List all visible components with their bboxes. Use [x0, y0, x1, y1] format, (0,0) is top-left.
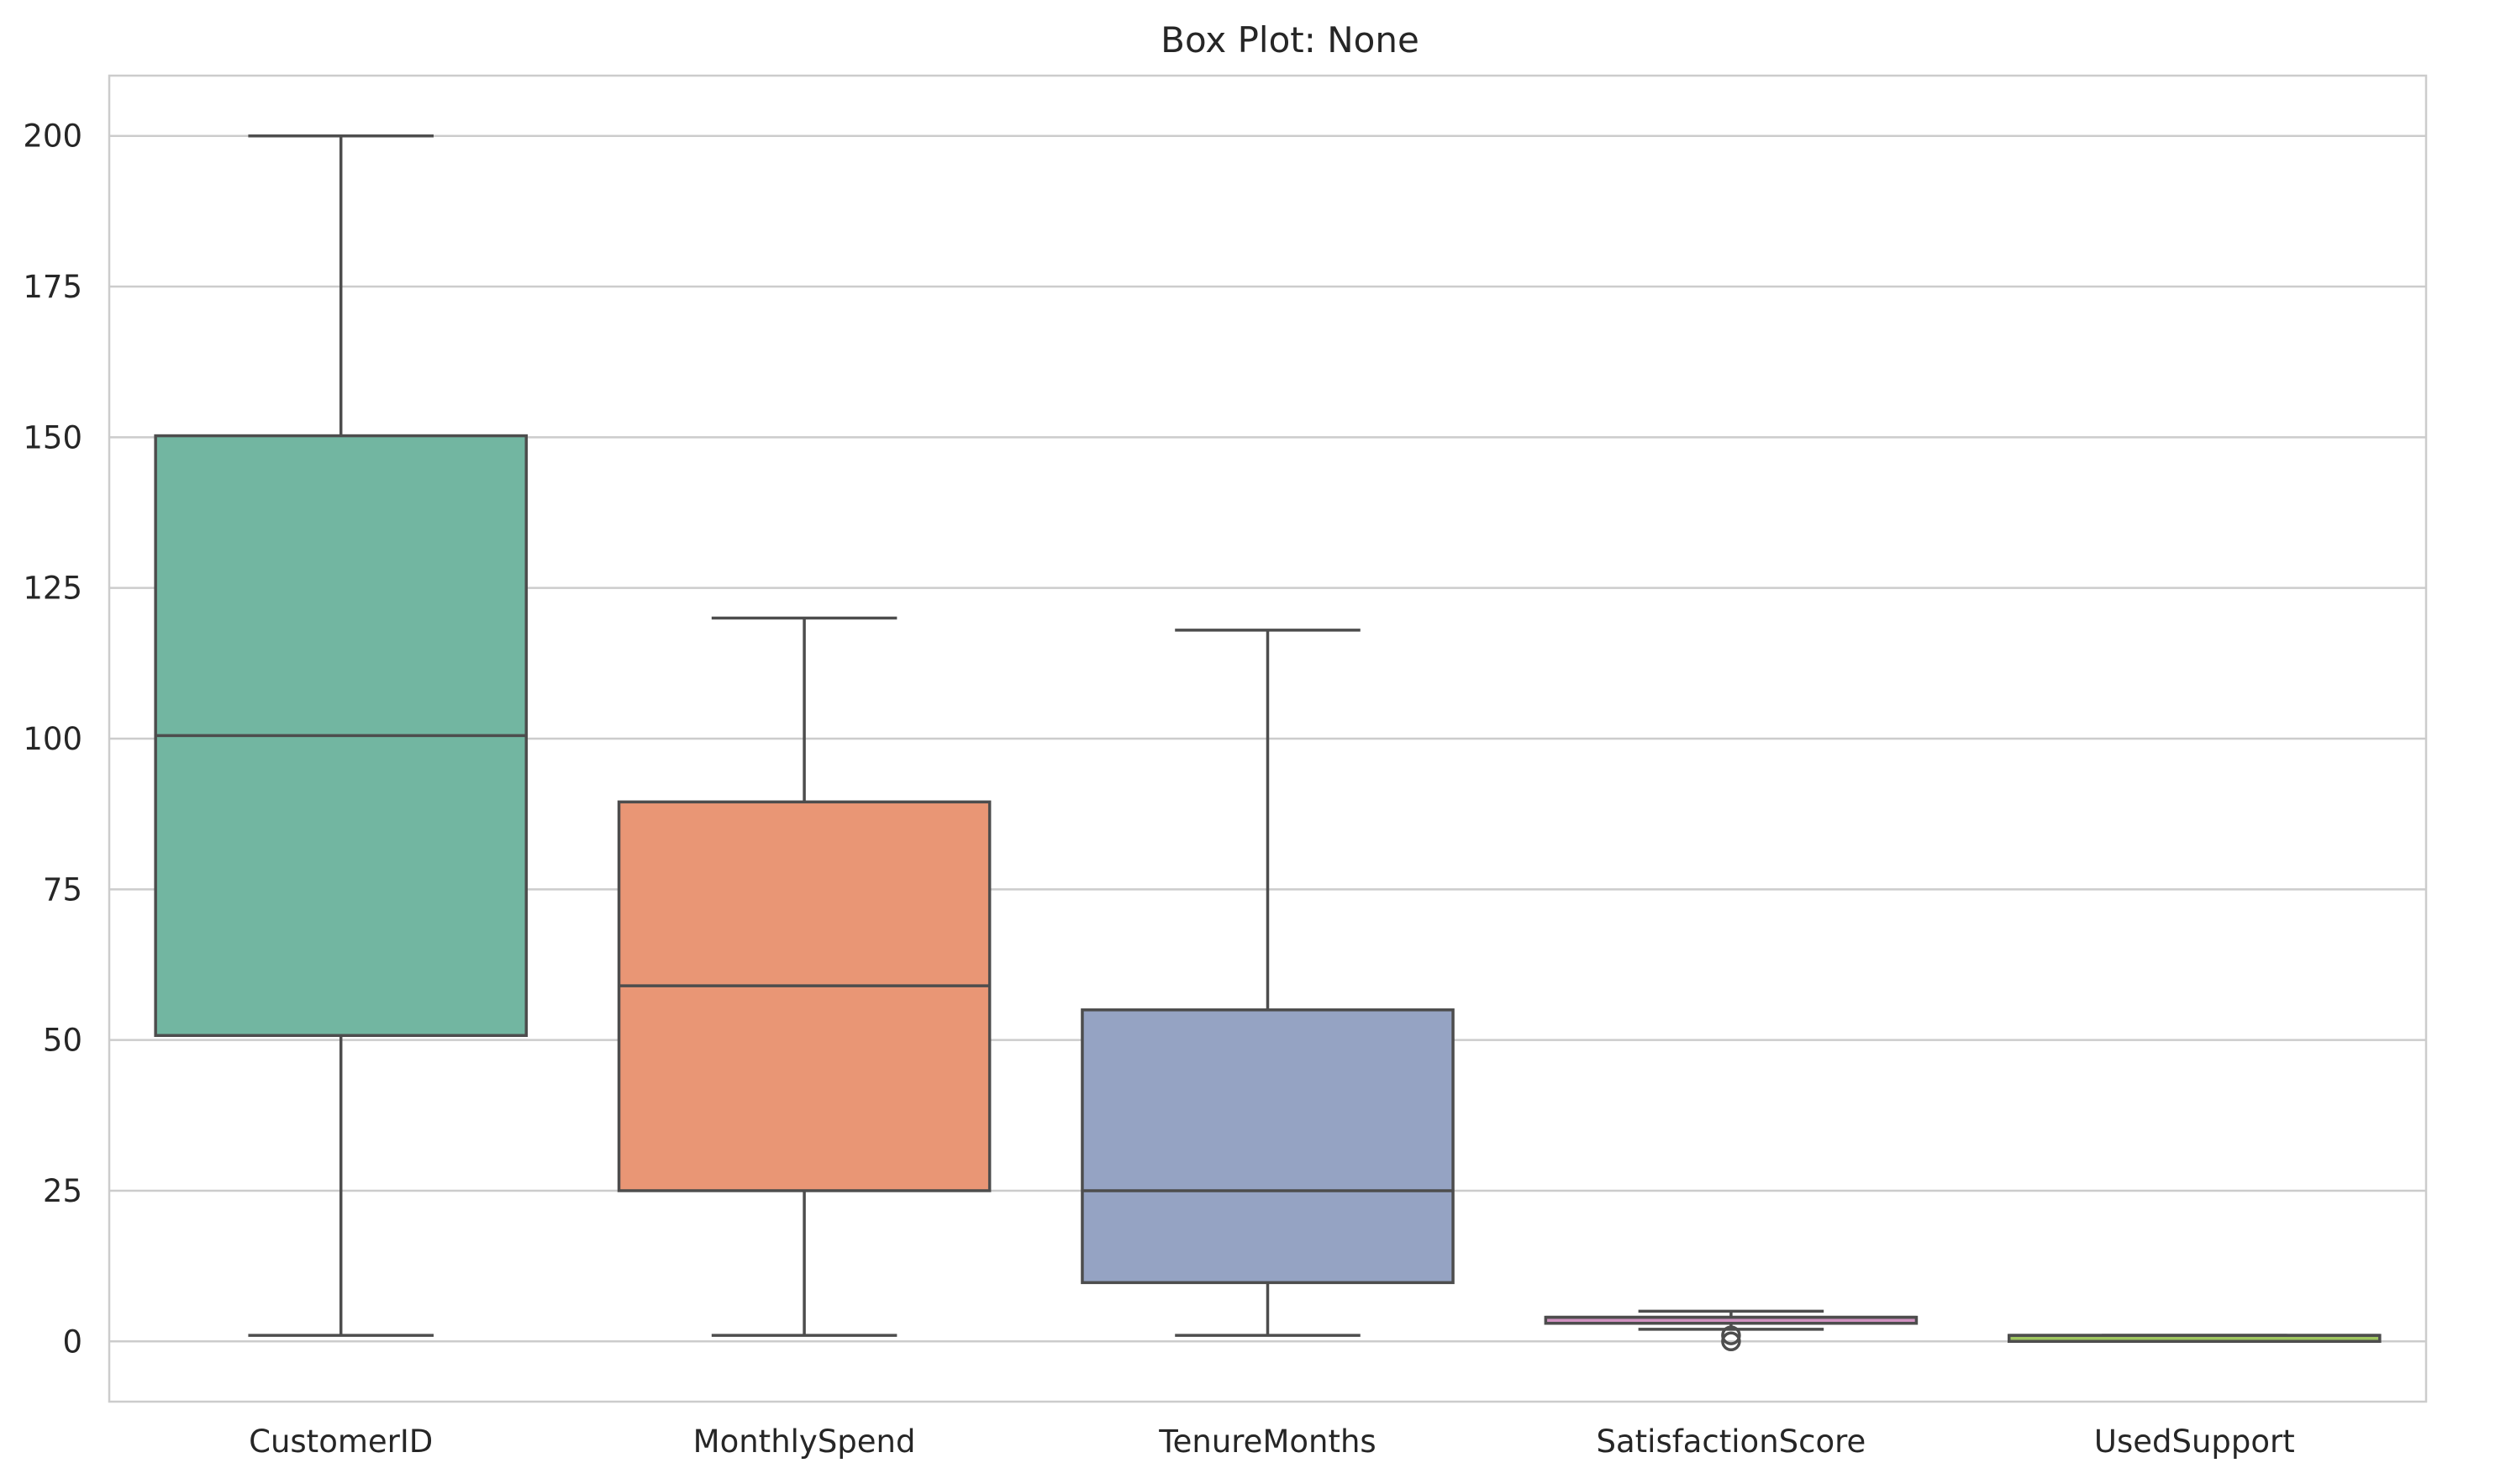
x-tick-label: TenureMonths: [1158, 1423, 1376, 1460]
box-iqr: [1081, 1008, 1455, 1285]
chart-title: Box Plot: None: [1161, 19, 1419, 61]
y-tick-label: 175: [23, 269, 82, 305]
y-tick-label: 25: [43, 1173, 82, 1209]
boxes: [154, 134, 2382, 1352]
x-tick-label: UsedSupport: [2094, 1423, 2295, 1460]
box-UsedSupport: [2007, 1334, 2382, 1344]
x-tick-label: SatisfactionScore: [1597, 1423, 1866, 1460]
outlier-point: [1721, 1331, 1741, 1352]
plot-frame: [108, 74, 2428, 1403]
x-tick-label: MonthlySpend: [693, 1423, 916, 1460]
x-axis-ticks: CustomerID MonthlySpend TenureMonths Satisf…: [249, 1423, 2295, 1460]
box-MonthlySpend: [617, 616, 992, 1337]
x-tick-label: CustomerID: [249, 1423, 433, 1460]
y-tick-label: 50: [43, 1023, 82, 1059]
y-tick-label: 75: [43, 871, 82, 908]
box-SatisfactionScore: [1544, 1309, 1919, 1352]
y-tick-label: 0: [62, 1323, 82, 1360]
y-tick-label: 200: [23, 118, 82, 155]
y-axis-ticks: 0 25 50 75 100 125 150 175 200: [23, 118, 82, 1360]
y-tick-label: 100: [23, 721, 82, 757]
y-tick-label: 125: [23, 571, 82, 607]
box-CustomerID: [154, 134, 529, 1337]
box-iqr: [617, 800, 992, 1192]
box-TenureMonths: [1081, 629, 1455, 1337]
y-tick-label: 150: [23, 419, 82, 455]
outlier-point: [1721, 1325, 1741, 1345]
